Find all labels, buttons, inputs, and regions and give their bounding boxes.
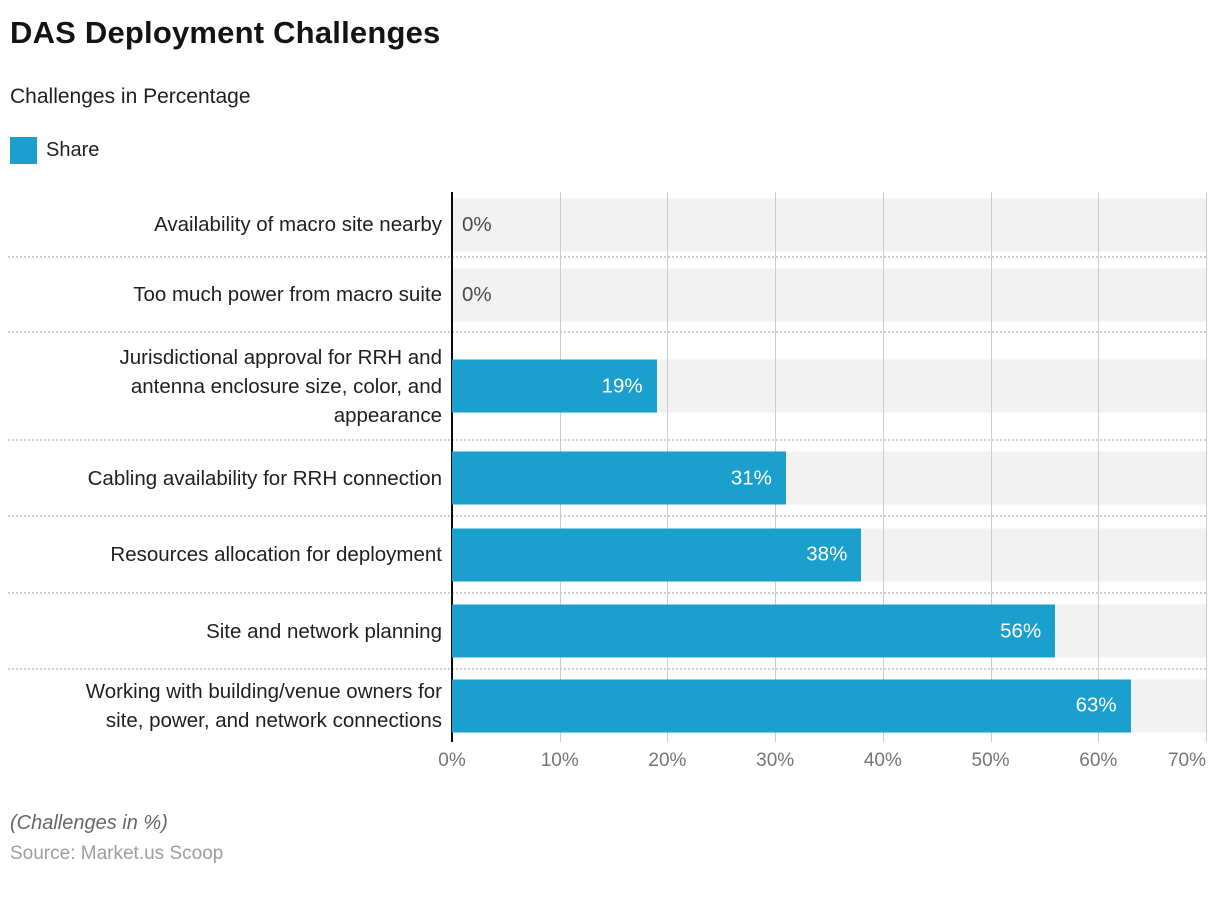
legend-color-swatch	[10, 137, 37, 164]
chart-footnote: (Challenges in %)	[10, 812, 168, 834]
category-label: Cabling availability for RRH connection	[87, 466, 442, 490]
row-plot: 19%	[452, 332, 1206, 440]
x-tick-label: 70%	[1167, 750, 1206, 771]
category-label: Working with building/venue owners for si…	[85, 679, 442, 732]
row-plot: 31%	[452, 440, 1206, 516]
bar-value-label: 63%	[1075, 693, 1117, 717]
row-separator	[8, 331, 1206, 333]
row-separator	[8, 592, 1206, 594]
bar-value-label: 38%	[806, 542, 848, 566]
chart-row: Working with building/venue owners for si…	[0, 669, 1220, 742]
category-label: Site and network planning	[206, 619, 442, 643]
row-band	[452, 268, 1206, 321]
legend-label: Share	[46, 139, 100, 161]
bar[interactable]: 19%	[452, 359, 657, 413]
row-plot: 0%	[452, 192, 1206, 257]
source-line: Source: Market.us Scoop	[10, 843, 224, 864]
chart-row: Site and network planning 56%	[0, 593, 1220, 670]
x-tick-label: 10%	[540, 750, 579, 771]
x-tick-label: 20%	[648, 750, 687, 771]
row-band	[452, 198, 1206, 251]
row-plot: 63%	[452, 669, 1206, 742]
bar-value-label: 0%	[462, 282, 492, 306]
row-separator	[8, 515, 1206, 517]
x-tick-label: 50%	[971, 750, 1010, 771]
chart-row: Availability of macro site nearby 0%	[0, 192, 1220, 258]
x-tick-label: 40%	[863, 750, 902, 771]
x-tick-label: 0%	[438, 750, 466, 771]
bar[interactable]: 56%	[452, 604, 1056, 658]
category-label: Availability of macro site nearby	[154, 213, 442, 236]
chart-subtitle: Challenges in Percentage	[10, 85, 251, 108]
row-separator	[8, 256, 1206, 258]
row-separator	[8, 439, 1206, 441]
chart-page: DAS Deployment Challenges Challenges in …	[0, 12, 1220, 900]
chart-row: Jurisdictional approval for RRH and anten…	[0, 332, 1220, 441]
chart-row: Too much power from macro suite 0%	[0, 257, 1220, 333]
x-tick-label: 30%	[756, 750, 795, 771]
chart-row: Resources allocation for deployment 38%	[0, 516, 1220, 594]
bar[interactable]: 38%	[452, 528, 862, 581]
row-plot: 38%	[452, 516, 1206, 593]
category-label: Jurisdictional approval for RRH and anten…	[119, 345, 442, 427]
bar-value-label: 31%	[730, 466, 772, 489]
bar[interactable]: 31%	[452, 451, 786, 505]
bar-value-label: 56%	[1000, 619, 1042, 642]
chart-row: Cabling availability for RRH connection 3…	[0, 440, 1220, 517]
row-separator	[8, 668, 1206, 670]
bar-chart: Availability of macro site nearby 0% Too m…	[0, 192, 1220, 742]
legend: Share	[10, 137, 1210, 164]
chart-rows: Availability of macro site nearby 0% Too m…	[0, 192, 1220, 742]
bar-value-label: 0%	[462, 212, 492, 236]
x-tick-label: 60%	[1079, 750, 1118, 771]
bar-value-label: 19%	[601, 374, 643, 397]
row-plot: 0%	[452, 257, 1206, 332]
x-axis: 0% 10% 20% 30% 40% 50% 60% 70%	[438, 750, 1206, 774]
row-plot: 56%	[452, 593, 1206, 669]
category-label: Too much power from macro suite	[133, 283, 442, 306]
category-label: Resources allocation for deployment	[110, 543, 442, 566]
page-title: DAS Deployment Challenges	[10, 15, 441, 50]
bar[interactable]: 63%	[452, 679, 1131, 732]
